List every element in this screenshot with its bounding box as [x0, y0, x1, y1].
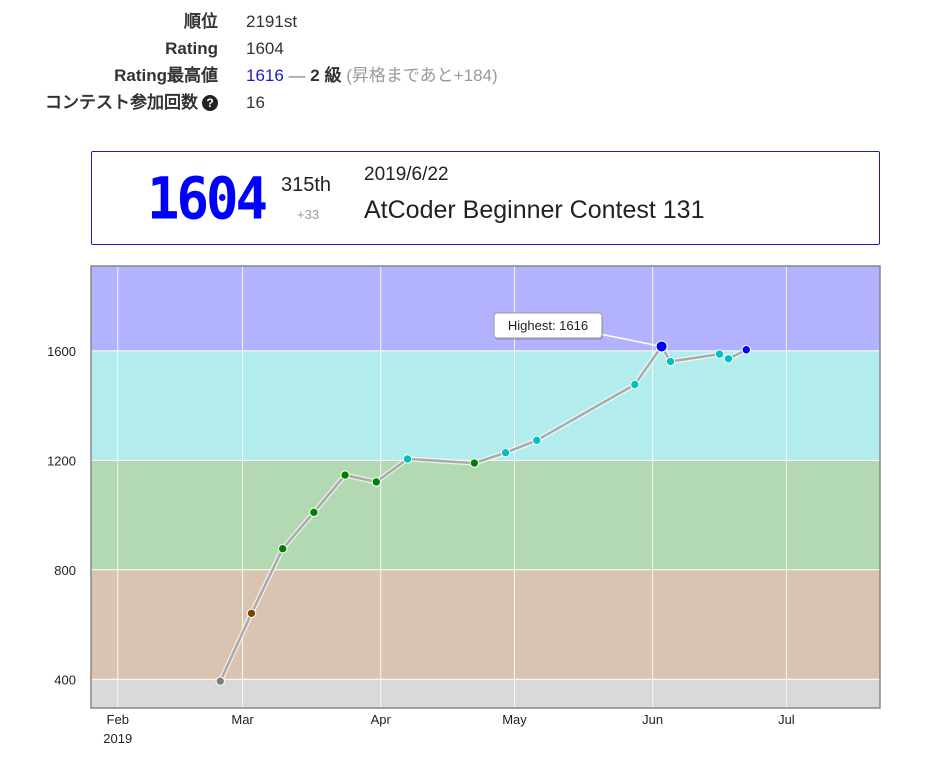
data-point [741, 345, 751, 355]
rating-band [91, 266, 880, 351]
data-point [402, 454, 413, 464]
x-tick-label: May [502, 712, 527, 727]
data-point [371, 477, 381, 487]
data-point [630, 379, 640, 390]
annotation-leader [599, 333, 662, 348]
y-tick-label: 800 [54, 563, 76, 578]
stats-row-contests: コンテスト参加回数? 16 [0, 89, 600, 116]
card-date: 2019/6/22 [364, 164, 449, 185]
plot-border [90, 265, 881, 709]
data-point [714, 349, 725, 359]
series-line [219, 345, 747, 682]
y-tick-label: 1200 [47, 453, 76, 468]
card-rating: 1604 [147, 164, 268, 233]
card-rating-diff: +33 [297, 207, 320, 222]
card-contest-name[interactable]: AtCoder Beginner Contest 131 [364, 196, 705, 224]
rank-value: 2191st [246, 12, 298, 31]
x-tick-label: Jul [778, 712, 795, 727]
annotation-box [493, 312, 603, 339]
x-tick-sublabel: 2019 [103, 731, 132, 746]
latest-contest-card: 1604 315th +33 2019/6/22 AtCoder Beginne… [91, 151, 880, 245]
card-rank: 315th [281, 174, 332, 196]
data-point [246, 608, 257, 619]
y-tick-label: 1600 [47, 344, 76, 359]
stats-row-highest: Rating最高値 1616 — 2 級 (昇格まであと+184) [0, 62, 600, 89]
annotation-label: Highest: 1616 [508, 318, 588, 333]
contests-label: コンテスト参加回数 [45, 93, 198, 112]
data-point [277, 544, 288, 554]
rating-band [91, 350, 880, 461]
data-point [665, 356, 676, 367]
x-tick-label: Jun [642, 712, 663, 727]
rating-band [91, 679, 880, 708]
highest-grade: 2 級 [310, 66, 342, 85]
data-point [532, 435, 542, 446]
data-point [309, 507, 319, 518]
rating-value: 1604 [246, 39, 284, 58]
data-point [723, 354, 734, 364]
rating-label: Rating [165, 39, 218, 58]
rank-label: 順位 [184, 12, 218, 31]
highest-rating-value-group: 1616 — 2 級 (昇格まであと+184) [246, 62, 498, 89]
plot-area [91, 266, 880, 708]
x-tick-label: Feb [107, 712, 129, 727]
highest-rating-value: 1616 [246, 66, 284, 85]
data-point [340, 470, 350, 480]
stats-row-rating: Rating 1604 [0, 35, 600, 62]
x-tick-label: Apr [371, 712, 392, 727]
data-point [500, 447, 511, 458]
stats-row-rank: 順位 2191st [0, 8, 600, 35]
highest-rating-label: Rating最高値 [114, 66, 218, 85]
x-tick-label: Mar [231, 712, 254, 727]
rating-band [91, 569, 880, 680]
highest-separator: — [283, 66, 311, 85]
rating-band [91, 460, 880, 570]
contests-value: 16 [246, 93, 265, 112]
data-point [655, 340, 668, 353]
promotion-remaining: (昇格まであと+184) [341, 66, 498, 85]
data-point [469, 458, 480, 468]
y-tick-label: 400 [54, 672, 76, 687]
user-stats-table: 順位 2191st Rating 1604 Rating最高値 1616 — 2… [0, 8, 600, 116]
help-question-icon[interactable]: ? [202, 95, 218, 111]
contests-label-group: コンテスト参加回数? [45, 89, 218, 116]
data-point [215, 676, 225, 686]
